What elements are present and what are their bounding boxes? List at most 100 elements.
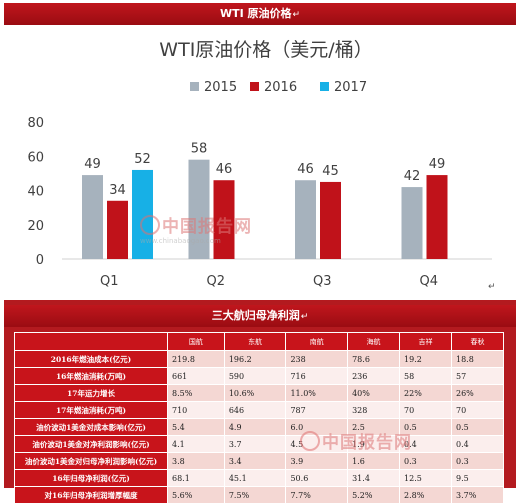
table-cell: 787	[285, 401, 349, 419]
table-cell: 3.4	[223, 452, 287, 470]
row-label: 油价波动1美金对成本影响(亿元)	[14, 418, 168, 436]
row-label: 16年归母净利润(亿元)	[14, 469, 168, 487]
table-row: 16年燃油消耗(万吨) 661 590 716 236 58 57	[14, 367, 504, 385]
table-cell: 45.1	[223, 469, 287, 487]
bar-2016-Q1	[107, 200, 128, 259]
table-cell: 236	[347, 367, 401, 385]
wti-price-chart: WTI原油价格（美元/桶） 2015 2016 2017 0 20 40 60 80 49 34 52…	[4, 28, 514, 290]
bar-2015-Q3	[295, 180, 316, 259]
data-label: 49	[84, 157, 101, 172]
table-cell: 0.5	[451, 418, 504, 436]
bar-2016-Q2	[213, 180, 235, 259]
corner-cell	[14, 332, 168, 351]
table-cell: 1.6	[347, 452, 401, 470]
data-label: 58	[191, 142, 208, 157]
table-cell: 328	[347, 401, 401, 419]
table-banner-title: 三大航归母净利润	[211, 309, 300, 322]
table-cell: 4.1	[167, 435, 225, 453]
legend-swatch	[190, 82, 199, 91]
table-cell: 9.5	[451, 469, 504, 487]
table-row: 油价波动1美金对净利润影响(亿元) 4.1 3.7 4.5 1.9 0.4 0.4	[14, 435, 504, 453]
bar-2017-Q1	[132, 169, 153, 259]
table-row: 16年归母净利润(亿元) 68.1 45.1 50.6 31.4 12.5 9.5	[14, 469, 504, 487]
table-cell: 19.2	[399, 350, 452, 368]
bar-2016-Q4	[426, 175, 448, 259]
table-cell: 31.4	[347, 469, 401, 487]
table-cell: 70	[451, 401, 504, 419]
bar-2015-Q4	[401, 187, 423, 259]
table-cell: 1.9	[347, 435, 401, 453]
x-tick-label: Q1	[100, 274, 119, 289]
row-label: 16年燃油消耗(万吨)	[14, 367, 168, 385]
data-label: 46	[216, 162, 233, 177]
table-cell: 40%	[347, 384, 401, 402]
table-cell: 57	[451, 367, 504, 385]
row-label: 油价波动1美金对归母净利润影响(亿元)	[14, 452, 168, 470]
return-mark: ↵	[292, 10, 301, 20]
col-header: 吉祥	[399, 332, 452, 351]
table-cell: 50.6	[285, 469, 349, 487]
bar-2015-Q1	[82, 175, 103, 259]
col-header: 春秋	[451, 332, 504, 351]
bar-2015-Q2	[188, 159, 210, 259]
table-cell: 10.6%	[223, 384, 287, 402]
table-row: 对16年归母净利润增厚幅度 5.6% 7.5% 7.7% 5.2% 2.8% 3.7%	[14, 486, 504, 504]
return-mark-2: ↵	[488, 282, 496, 292]
table-cell: 5.2%	[347, 486, 401, 504]
table-cell: 590	[223, 367, 287, 385]
legend-swatch	[250, 82, 259, 91]
table-cell: 2.8%	[399, 486, 452, 504]
table-cell: 219.8	[167, 350, 225, 368]
table-cell: 68.1	[167, 469, 225, 487]
table-header-row: 国航 东航 南航 海航 吉祥 春秋	[14, 332, 504, 351]
table-banner: 三大航归母净利润↵	[4, 305, 516, 327]
chart-banner-title: WTI 原油价格	[219, 7, 292, 20]
table-cell: 0.3	[399, 452, 452, 470]
row-label: 17年燃油消耗(万吨)	[14, 401, 168, 419]
table-cell: 2.5	[347, 418, 401, 436]
chart-banner: WTI 原油价格↵	[4, 3, 516, 25]
data-label: 52	[134, 152, 151, 167]
legend-label: 2017	[334, 80, 367, 95]
row-label: 17年运力增长	[14, 384, 168, 402]
table-row: 17年燃油消耗(万吨) 710 646 787 328 70 70	[14, 401, 504, 419]
table-cell: 70	[399, 401, 452, 419]
table-cell: 196.2	[223, 350, 287, 368]
y-tick-label: 0	[36, 253, 44, 268]
table-cell: 238	[285, 350, 349, 368]
y-tick-label: 60	[27, 150, 44, 165]
table-cell: 0.3	[451, 452, 504, 470]
table-row: 油价波动1美金对成本影响(亿元) 5.4 4.9 6.0 2.5 0.5 0.5	[14, 418, 504, 436]
row-label: 对16年归母净利润增厚幅度	[14, 486, 168, 504]
table-cell: 4.9	[223, 418, 287, 436]
y-tick-label: 40	[27, 185, 44, 200]
data-label: 46	[297, 162, 314, 177]
data-label: 42	[404, 169, 421, 184]
legend-label: 2016	[264, 80, 297, 95]
data-label: 49	[429, 157, 446, 172]
airline-profit-table: 国航 东航 南航 海航 吉祥 春秋 2016年燃油成本(亿元) 219.8 196.…	[14, 332, 504, 504]
table-cell: 58	[399, 367, 452, 385]
table-cell: 12.5	[399, 469, 452, 487]
bar-2016-Q3	[320, 181, 341, 259]
table-cell: 0.4	[399, 435, 452, 453]
chart-svg: WTI原油价格（美元/桶） 2015 2016 2017 0 20 40 60 80 49 34 52…	[27, 39, 492, 289]
x-tick-label: Q4	[419, 274, 438, 289]
table-cell: 716	[285, 367, 349, 385]
table-cell: 646	[223, 401, 287, 419]
row-label: 油价波动1美金对净利润影响(亿元)	[14, 435, 168, 453]
table-row: 17年运力增长 8.5% 10.6% 11.0% 40% 22% 26%	[14, 384, 504, 402]
col-header: 国航	[167, 332, 225, 351]
table-cell: 18.8	[451, 350, 504, 368]
legend-swatch	[320, 82, 329, 91]
table-cell: 0.4	[451, 435, 504, 453]
y-tick-label: 20	[27, 219, 44, 234]
col-header: 南航	[285, 332, 349, 351]
table-cell: 4.5	[285, 435, 349, 453]
table-row: 2016年燃油成本(亿元) 219.8 196.2 238 78.6 19.2 18.8	[14, 350, 504, 368]
row-label: 2016年燃油成本(亿元)	[14, 350, 168, 368]
table-cell: 6.0	[285, 418, 349, 436]
table-cell: 661	[167, 367, 225, 385]
col-header: 东航	[223, 332, 287, 351]
table-cell: 22%	[399, 384, 452, 402]
